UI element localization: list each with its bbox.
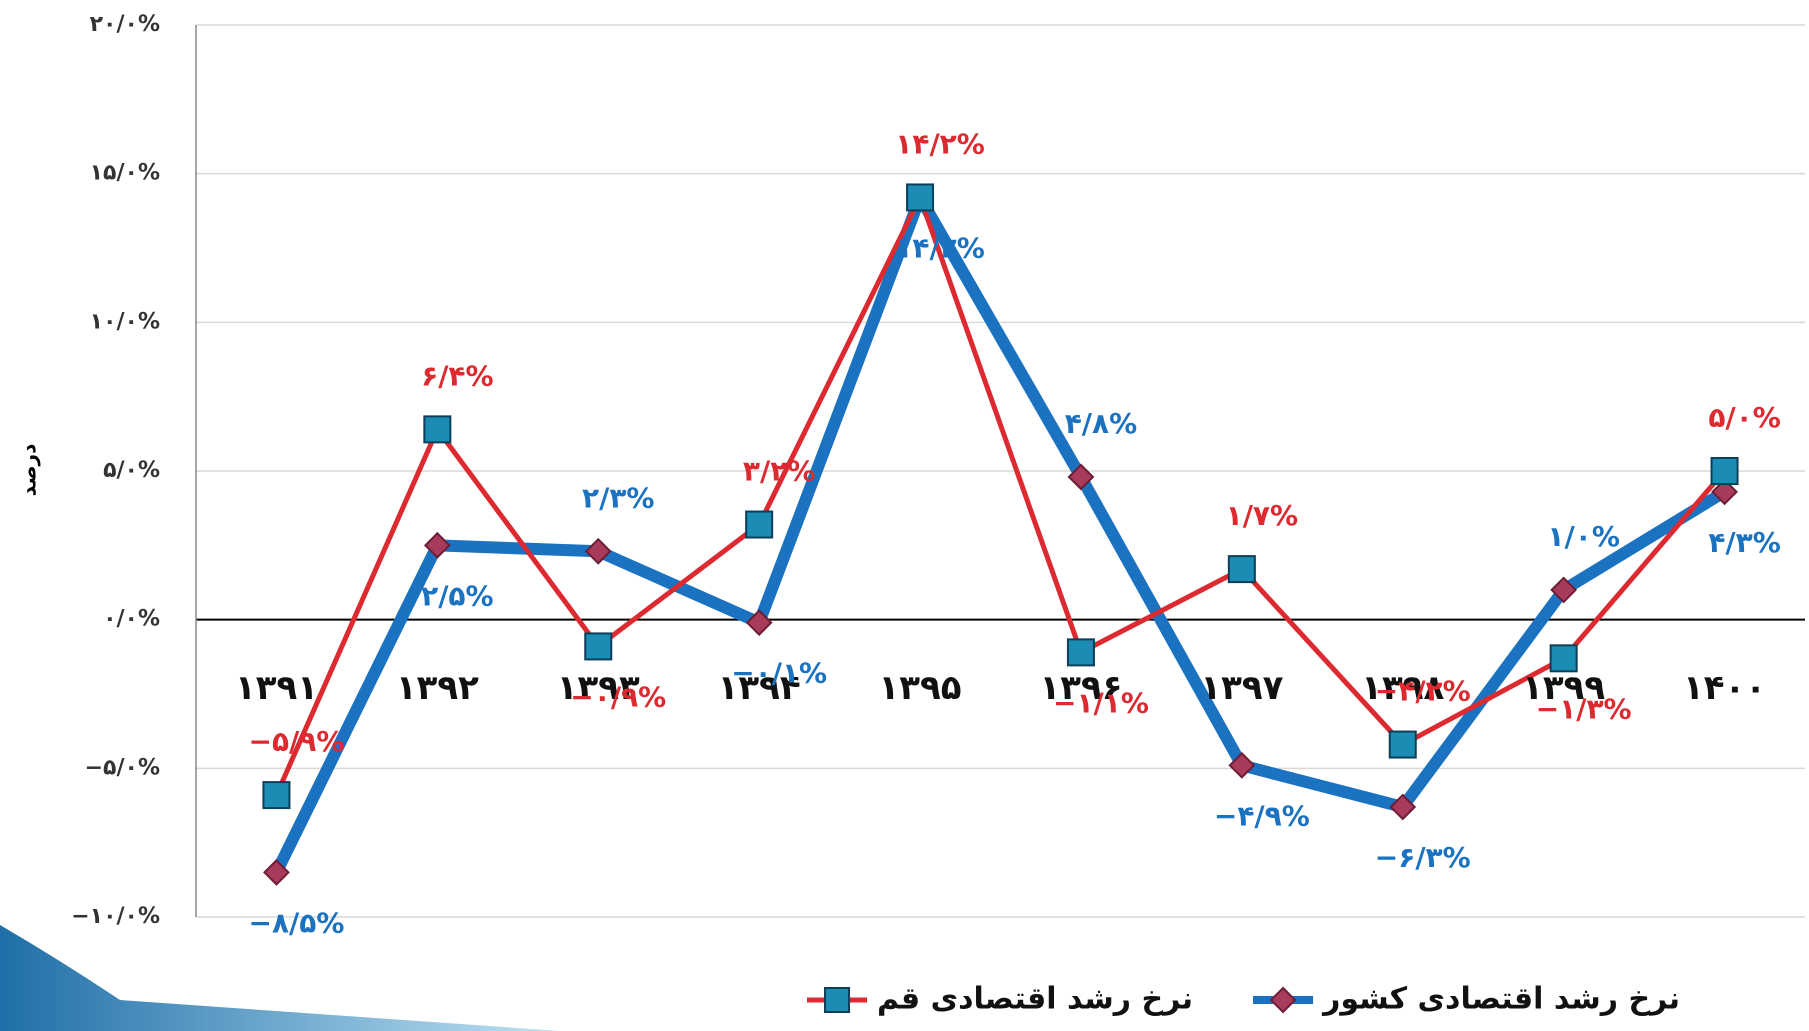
marker xyxy=(1389,793,1417,821)
marker xyxy=(1066,638,1095,667)
y-tick-label: ۲۰/۰% xyxy=(90,12,160,37)
value-label: ۴/۳% xyxy=(1708,526,1780,559)
x-tick-label: ۱۳۹۳ xyxy=(557,668,640,708)
x-tick-label: ۱۳۹۷ xyxy=(1200,668,1283,708)
value-label: −۵/۹% xyxy=(248,725,344,758)
x-tick-label: ۱۴۰۰ xyxy=(1683,668,1766,708)
marker xyxy=(745,510,774,539)
value-label: ۶/۴% xyxy=(421,359,493,392)
value-label: ۱۴/۲% xyxy=(895,231,985,264)
marker xyxy=(423,531,451,559)
value-label: ۲/۵% xyxy=(421,579,493,612)
x-tick-label: ۱۳۹۱ xyxy=(235,668,318,708)
marker xyxy=(1227,555,1256,584)
value-label: −۴/۹% xyxy=(1214,799,1310,832)
x-tick-label: ۱۳۹۶ xyxy=(1039,668,1122,708)
y-axis-label: درصد xyxy=(17,444,41,497)
series-line xyxy=(274,194,1727,797)
value-label: −۰/۱% xyxy=(731,657,827,690)
marker xyxy=(262,781,291,810)
legend-marker xyxy=(1269,986,1297,1014)
marker xyxy=(263,858,290,886)
x-tick-label: ۱۳۹۸ xyxy=(1361,668,1444,708)
decoration xyxy=(0,925,560,1031)
value-label: −۶/۳% xyxy=(1375,841,1471,874)
marker xyxy=(1550,576,1578,604)
value-label: −۱/۳% xyxy=(1536,692,1632,725)
value-label: ۴/۸% xyxy=(1065,407,1137,440)
x-tick-label: ۱۳۹۵ xyxy=(879,668,962,708)
marker xyxy=(745,609,773,637)
y-tick-label: −۱۰/۰% xyxy=(71,904,160,929)
value-label: ۵/۰% xyxy=(1708,401,1780,434)
x-tick-label: ۱۳۹۹ xyxy=(1522,668,1605,708)
value-label: −۸/۵% xyxy=(248,906,344,939)
value-label: ۲/۳% xyxy=(582,481,654,514)
value-label: ۳/۲% xyxy=(743,455,815,488)
marker xyxy=(1710,457,1739,485)
y-tick-label: −۵/۰% xyxy=(85,755,160,780)
marker xyxy=(423,415,452,444)
y-tick-label: ۱۰/۰% xyxy=(90,309,160,334)
legend-label: نرخ رشد اقتصادی کشور xyxy=(1321,982,1680,1017)
x-tick-label: ۱۳۹۴ xyxy=(718,668,801,708)
marker xyxy=(906,183,935,212)
marker xyxy=(1549,644,1578,673)
marker xyxy=(1067,463,1095,491)
value-label: ۱/۷% xyxy=(1226,499,1298,532)
value-label: −۴/۲% xyxy=(1375,675,1471,708)
series-line xyxy=(271,191,1728,876)
value-label: ۱/۰% xyxy=(1547,520,1619,553)
x-tick-label: ۱۳۹۲ xyxy=(396,668,479,708)
y-tick-label: ۵/۰% xyxy=(103,458,160,483)
value-label: −۱/۱% xyxy=(1053,686,1149,719)
value-label: −۰/۹% xyxy=(570,680,666,713)
marker xyxy=(1711,478,1738,506)
legend-marker xyxy=(824,987,851,1013)
marker xyxy=(584,537,612,565)
legend-label: نرخ رشد اقتصادی قم xyxy=(877,982,1193,1017)
value-label: ۱۴/۲% xyxy=(895,127,985,160)
y-tick-label: ۰/۰% xyxy=(103,607,160,632)
marker xyxy=(1388,730,1417,759)
y-tick-label: ۱۵/۰% xyxy=(90,161,160,186)
marker xyxy=(584,632,613,661)
marker xyxy=(1228,751,1256,779)
